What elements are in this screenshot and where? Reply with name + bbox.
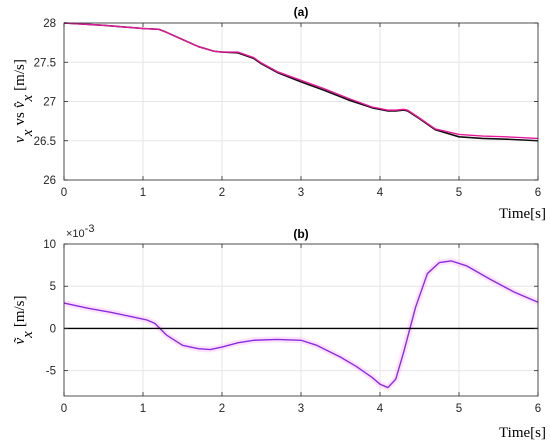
panel-a-title: (a) (294, 5, 309, 19)
panel-b-ticks: 0 1 2 3 4 5 6 -5 0 5 10 (43, 239, 541, 415)
panel-a-ytick-label: 28 (43, 18, 56, 30)
panel-b-title: (b) (293, 227, 308, 241)
panel-a-ylabel-v-sub: x (20, 129, 36, 137)
panel-a-xtick-label: 0 (61, 187, 67, 199)
panel-b-ytick-label: 0 (50, 323, 56, 335)
panel-b-ylabel-v: ṽ (12, 337, 28, 345)
panel-a-xtick-label: 3 (298, 187, 304, 199)
panel-a-ylabel: vx vs v̂x [m/s] (11, 59, 36, 143)
panel-a-ytick-label: 26 (43, 175, 56, 187)
panel-b-ylabel-v-sub: x (20, 331, 36, 339)
panel-a-ylabel-vhat: v̂ (12, 101, 28, 108)
panel-b-ylabel: ṽx [m/s] (11, 295, 36, 344)
panel-b-xtick-label: 0 (61, 403, 67, 415)
panel-b-ylabel-unit: [m/s] (12, 295, 28, 327)
panel-a-xtick-label: 1 (140, 187, 146, 199)
panel-a-ytick-label: 27.5 (34, 57, 56, 69)
panel-b-series (63, 257, 540, 391)
panel-b-ytick-label: 5 (50, 281, 56, 293)
panel-b-xlabel: Time[s] (499, 425, 546, 441)
panel-b-xtick-label: 6 (535, 403, 541, 415)
velocity-error-line (63, 260, 539, 389)
panel-a-ylabel-v: v (12, 136, 28, 143)
panel-a-xtick-label: 2 (219, 187, 225, 199)
estimated-velocity-line (63, 22, 539, 140)
panel-a-xtick-label: 4 (377, 187, 384, 199)
panel-b-xtick-label: 4 (377, 403, 384, 415)
panel-b-xtick-label: 3 (298, 403, 304, 415)
panel-b-xtick-label: 1 (140, 403, 146, 415)
panel-b-ytick-label: -5 (46, 366, 56, 378)
panel-a-ytick-label: 26.5 (34, 136, 56, 148)
panel-b-exponent: ×10-3 (66, 223, 94, 240)
panel-a-ytick-label: 27 (43, 97, 56, 109)
panel-b-xtick-label: 2 (219, 403, 225, 415)
panel-a-xlabel: Time[s] (499, 206, 546, 222)
panel-b-exponent-base: ×10 (66, 228, 85, 240)
panel-b-exponent-power: -3 (85, 223, 95, 235)
panel-a-ylabel-vhat-sub: x (20, 94, 36, 102)
panel-a-ylabel-vs: vs (12, 112, 28, 126)
panel-b-ytick-label: 10 (43, 239, 56, 251)
panel-a: 0 1 2 3 4 5 6 26 26.5 27 27.5 28 (a) Time[s] vx vs … (11, 5, 546, 222)
panel-a-series (63, 22, 539, 142)
panel-a-ylabel-unit: [m/s] (12, 59, 28, 91)
panel-b-xtick-label: 5 (456, 403, 462, 415)
panel-b: 0 1 2 3 4 5 6 -5 0 5 10 (b) ×10-3 Time[s] ṽx [m/s] (11, 223, 546, 441)
panel-a-ticks: 0 1 2 3 4 5 6 26 26.5 27 27.5 28 (34, 18, 542, 199)
panel-a-xtick-label: 5 (456, 187, 462, 199)
panel-a-xtick-label: 6 (535, 187, 541, 199)
